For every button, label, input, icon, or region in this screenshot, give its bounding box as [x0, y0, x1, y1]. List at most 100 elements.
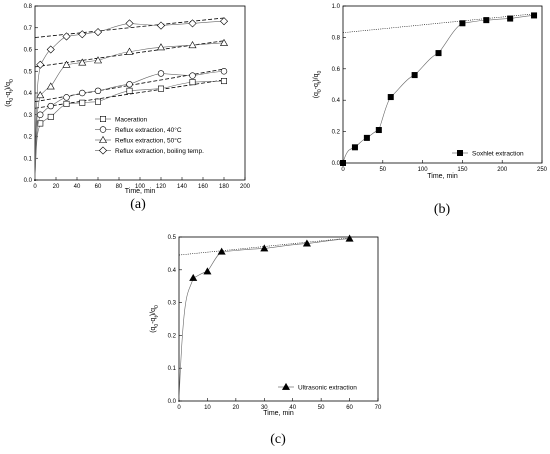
y-axis-label-part: t	[9, 90, 15, 92]
chart-a: 0 20 40 60 80 100 120 140 160 180 200 0.0 0.1 0.2 0.3 0…	[5, 4, 251, 212]
y-tick-label: 0.8	[24, 4, 33, 10]
y-axis-label-part: )/q	[313, 73, 320, 81]
data-point	[220, 68, 228, 75]
data-point	[93, 56, 103, 64]
data-point	[37, 120, 44, 127]
data-point	[158, 85, 165, 92]
legend-a: Maceration Reflux extraction, 40°C Reflux …	[95, 116, 204, 155]
data-point	[507, 15, 514, 22]
trend-curve	[34, 42, 225, 181]
data-point	[36, 60, 45, 69]
x-tick-label: 20	[53, 184, 60, 190]
x-axis-label: Time, min	[263, 410, 294, 417]
data-point	[47, 102, 54, 110]
y-tick-label: 0.4	[24, 91, 33, 97]
data-point	[351, 144, 358, 151]
x-tick-label: 100	[135, 184, 146, 190]
x-tick-label: 200	[240, 184, 251, 190]
y-tick-label: 0.4	[168, 268, 177, 274]
y-axis-label-part: 0	[317, 70, 323, 73]
fit-line	[342, 13, 535, 33]
chart-c: 0 10 20 30 40 50 60 70 0.0 0.1 0.2 0.3 0.4 0.5 Time, m…	[150, 234, 382, 447]
y-axis-label-part: )/q	[5, 82, 12, 90]
x-tick-label: 160	[198, 184, 209, 190]
y-axis-label-part: -q	[313, 83, 320, 89]
plot-frame	[342, 5, 543, 164]
x-tick-label: 250	[537, 167, 548, 173]
data-point-origin	[178, 400, 180, 402]
x-tick-label: 0	[33, 184, 37, 190]
data-point	[126, 87, 133, 94]
y-tick-label: 0.6	[332, 67, 341, 73]
legend-marker	[456, 150, 463, 157]
data-point	[189, 273, 198, 281]
data-point	[126, 81, 133, 88]
y-axis-label: (q0-qt)/q0	[5, 79, 15, 107]
trend-curve	[342, 15, 535, 164]
data-point	[156, 43, 166, 51]
x-tick-label: 50	[318, 405, 325, 411]
y-axis-label-part: -q	[150, 317, 157, 323]
data-point	[435, 50, 442, 57]
data-point	[188, 19, 197, 28]
x-tick-label: 150	[457, 167, 468, 173]
x-tick-label: 40	[289, 405, 296, 411]
data-point	[95, 98, 102, 105]
series-a-0	[34, 78, 228, 181]
y-tick-label: 0.2	[332, 130, 341, 136]
data-point	[37, 111, 44, 118]
legend-marker	[281, 382, 291, 390]
y-axis-label-part: t	[154, 316, 160, 318]
data-point	[345, 234, 354, 242]
x-tick-label: 60	[346, 405, 353, 411]
panel-label: (b)	[434, 202, 451, 217]
data-point	[93, 28, 103, 37]
data-point	[375, 127, 382, 134]
data-point	[156, 21, 166, 30]
x-tick-label: 120	[156, 184, 167, 190]
data-point	[78, 58, 87, 66]
data-point	[189, 79, 196, 86]
y-axis-label-part: 0	[9, 98, 15, 101]
data-point	[188, 41, 197, 49]
y-tick-label: 0.2	[168, 333, 177, 339]
x-tick-label: 140	[177, 184, 188, 190]
x-tick-label: 40	[74, 184, 81, 190]
series-a-1	[34, 68, 228, 181]
y-axis-label-part: 0	[154, 324, 160, 327]
x-tick-label: 80	[116, 184, 123, 190]
y-tick-label: 0.5	[24, 69, 33, 75]
data-point	[46, 82, 55, 90]
y-tick-label: 0.3	[24, 113, 33, 119]
data-point	[157, 70, 165, 77]
data-point	[339, 160, 346, 167]
legend-label: Maceration	[115, 116, 148, 123]
x-tick-label: 0	[177, 405, 181, 411]
x-tick-label: 20	[233, 405, 240, 411]
series-c-0	[178, 234, 354, 402]
y-tick-label: 0.7	[24, 26, 33, 32]
data-point	[203, 267, 212, 275]
legend-label: Ultrasonic extraction	[298, 384, 357, 391]
y-tick-label: 0.0	[24, 178, 33, 184]
x-tick-label: 180	[219, 184, 230, 190]
x-tick-label: 70	[375, 405, 382, 411]
legend-marker	[100, 116, 107, 123]
legend-label: Soxhlet extraction	[472, 150, 524, 157]
data-point	[63, 100, 70, 107]
data-point	[459, 20, 466, 27]
panel-label: (c)	[270, 432, 286, 447]
y-tick-label: 0.3	[168, 301, 177, 307]
y-axis-label-part: (q	[313, 92, 320, 98]
y-axis-label-part: )/q	[150, 308, 157, 316]
data-point	[221, 78, 228, 85]
y-tick-label: 0.6	[24, 48, 33, 54]
x-axis-label: Time, min	[125, 188, 156, 195]
data-point	[125, 19, 134, 28]
y-axis-label: (q0-qt)/q0	[150, 305, 160, 333]
legend-marker	[98, 135, 108, 143]
trend-curve	[34, 80, 225, 181]
x-tick-label: 30	[261, 405, 268, 411]
x-axis-label: Time, min	[427, 173, 458, 180]
